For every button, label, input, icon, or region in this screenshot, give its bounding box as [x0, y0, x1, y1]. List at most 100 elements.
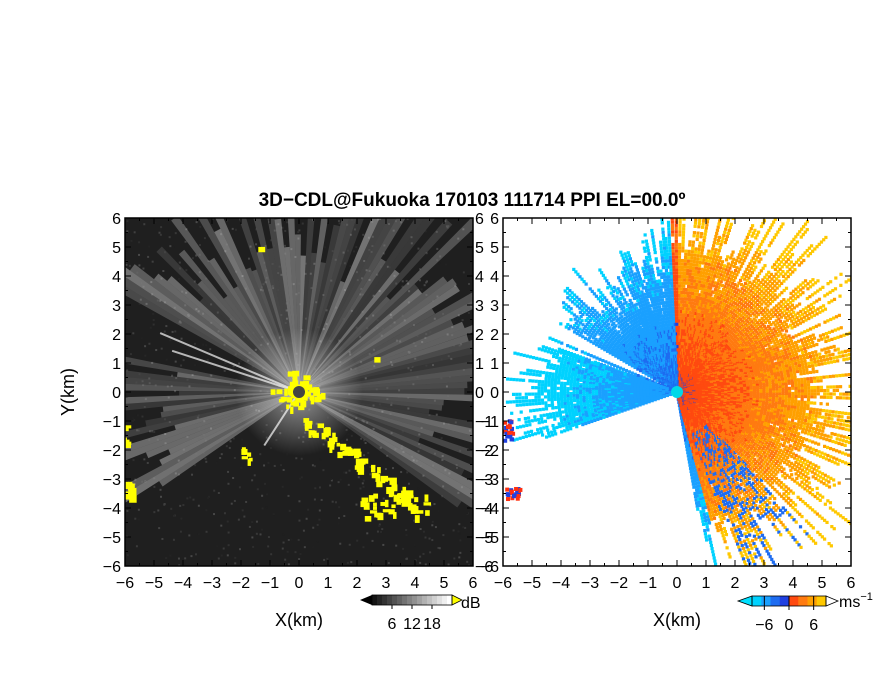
velocity-pixel — [804, 448, 808, 452]
velocity-pixel — [823, 518, 827, 522]
velocity-pixel — [855, 393, 858, 396]
velocity-pixel — [789, 423, 793, 428]
velocity-pixel — [739, 478, 743, 483]
noise-pixel — [226, 219, 229, 222]
velocity-pixel — [837, 414, 841, 418]
velocity-pixel — [794, 389, 798, 393]
velocity-pixel — [799, 406, 803, 410]
velocity-pixel — [815, 491, 820, 495]
velocity-pixel — [749, 381, 753, 385]
noise-pixel — [350, 434, 353, 437]
noise-pixel — [378, 290, 381, 293]
velocity-pixel — [852, 356, 855, 359]
velocity-pixel — [791, 501, 795, 505]
velocity-pixel — [838, 373, 842, 378]
velocity-pixel — [705, 465, 709, 469]
velocity-pixel — [745, 513, 749, 517]
velocity-pixel — [762, 391, 766, 395]
velocity-pixel — [765, 414, 769, 418]
velocity-pixel — [802, 477, 806, 481]
velocity-pixel — [772, 391, 776, 395]
velocity-pixel — [766, 450, 771, 454]
noise-pixel — [316, 540, 319, 543]
noise-pixel — [210, 374, 213, 377]
velocity-pixel — [770, 456, 775, 460]
velocity-pixel — [786, 374, 791, 378]
noise-pixel — [378, 523, 381, 526]
velocity-pixel — [765, 381, 769, 385]
velocity-pixel — [756, 454, 760, 458]
noise-pixel — [144, 354, 147, 357]
velocity-pixel — [762, 543, 766, 548]
velocity-pixel — [739, 483, 743, 487]
velocity-pixel — [759, 397, 763, 401]
velocity-pixel — [700, 467, 704, 471]
velocity-pixel — [698, 474, 702, 478]
noise-pixel — [171, 374, 174, 377]
velocity-pixel — [825, 483, 829, 487]
noise-pixel — [160, 495, 163, 498]
noise-pixel — [418, 443, 421, 446]
velocity-pixel — [717, 484, 722, 488]
velocity-pixel — [780, 408, 784, 412]
velocity-pixel — [751, 405, 755, 409]
velocity-pixel — [747, 459, 751, 463]
noise-pixel — [265, 276, 268, 279]
noise-pixel — [299, 552, 302, 555]
velocity-pixel — [758, 376, 762, 380]
velocity-pixel — [770, 372, 774, 376]
velocity-pixel — [751, 477, 755, 481]
velocity-pixel — [691, 462, 695, 467]
velocity-pixel — [823, 419, 827, 423]
velocity-pixel — [787, 491, 791, 496]
noise-pixel — [245, 500, 248, 503]
velocity-pixel — [811, 364, 815, 368]
velocity-pixel — [719, 507, 723, 512]
noise-pixel — [158, 527, 161, 530]
noise-pixel — [177, 459, 180, 462]
velocity-pixel — [818, 470, 822, 474]
noise-pixel — [319, 218, 322, 221]
velocity-pixel — [772, 453, 776, 458]
velocity-pixel — [711, 513, 716, 517]
velocity-pixel — [732, 516, 736, 520]
velocity-pixel — [825, 423, 830, 427]
velocity-pixel — [801, 473, 805, 477]
velocity-pixel — [791, 397, 795, 401]
velocity-pixel — [805, 412, 809, 417]
velocity-pixel — [746, 422, 750, 426]
noise-pixel — [241, 509, 244, 512]
velocity-pixel — [773, 431, 777, 435]
velocity-pixel — [721, 467, 725, 472]
noise-pixel — [405, 279, 408, 282]
velocity-pixel — [704, 535, 708, 539]
velocity-pixel — [820, 432, 824, 437]
velocity-pixel — [777, 457, 781, 461]
velocity-pixel — [744, 462, 748, 466]
velocity-pixel — [746, 384, 750, 389]
velocity-pixel — [751, 485, 755, 490]
velocity-pixel — [790, 432, 794, 436]
noise-pixel — [223, 512, 226, 515]
noise-pixel — [434, 526, 437, 529]
velocity-pixel — [763, 422, 767, 426]
velocity-pixel — [757, 480, 762, 484]
velocity-pixel — [808, 486, 812, 490]
saturated-pixel — [344, 446, 352, 454]
noise-pixel — [360, 277, 363, 280]
velocity-pixel — [761, 401, 766, 405]
velocity-pixel — [810, 389, 814, 393]
velocity-pixel — [775, 527, 779, 532]
noise-pixel — [151, 430, 154, 433]
noise-pixel — [265, 269, 268, 272]
velocity-pixel — [709, 470, 713, 474]
velocity-pixel — [805, 532, 809, 536]
noise-pixel — [442, 422, 445, 425]
velocity-pixel — [700, 473, 704, 478]
velocity-pixel — [777, 401, 782, 405]
saturated-pixel — [392, 511, 397, 519]
velocity-pixel — [778, 417, 782, 422]
noise-pixel — [149, 430, 152, 433]
velocity-pixel — [750, 546, 754, 550]
noise-pixel — [414, 559, 417, 562]
